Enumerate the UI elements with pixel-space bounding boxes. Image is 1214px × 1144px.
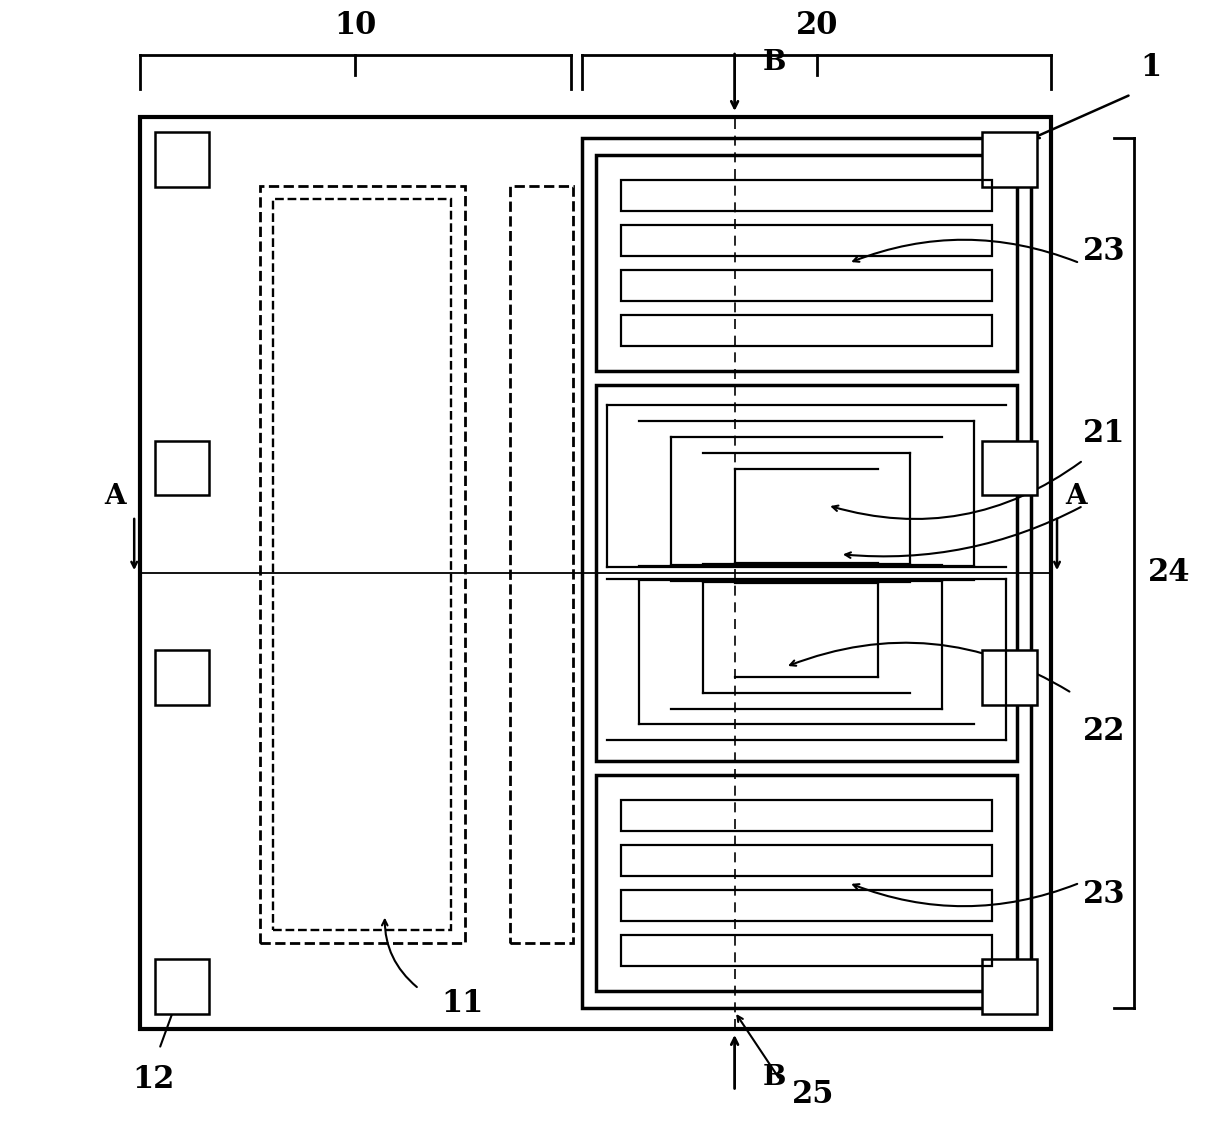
Text: 10: 10 — [334, 10, 376, 41]
Bar — [140, 117, 1051, 1028]
Bar — [982, 959, 1037, 1014]
Bar — [260, 185, 465, 944]
Bar — [620, 800, 992, 831]
Text: 20: 20 — [795, 10, 838, 41]
Bar — [273, 199, 450, 930]
Text: 22: 22 — [1083, 716, 1125, 747]
Text: A: A — [1066, 483, 1088, 510]
Bar — [596, 386, 1017, 761]
Text: B: B — [764, 1064, 787, 1091]
Bar — [620, 270, 992, 301]
Bar — [154, 651, 209, 705]
Bar — [620, 935, 992, 966]
Bar — [154, 440, 209, 495]
Bar — [620, 225, 992, 256]
Bar — [620, 890, 992, 921]
Bar — [982, 132, 1037, 186]
Text: 12: 12 — [132, 1064, 175, 1095]
Bar — [154, 132, 209, 186]
Bar — [982, 440, 1037, 495]
Bar — [620, 844, 992, 876]
Text: 25: 25 — [792, 1079, 834, 1111]
Text: 11: 11 — [442, 988, 484, 1019]
Text: B: B — [764, 49, 787, 76]
Bar — [620, 180, 992, 212]
Bar — [154, 959, 209, 1014]
Text: 23: 23 — [1083, 879, 1125, 909]
Bar — [510, 185, 573, 944]
Text: 1: 1 — [1140, 53, 1162, 84]
Bar — [582, 137, 1031, 1008]
Bar — [596, 154, 1017, 372]
Text: A: A — [104, 483, 125, 510]
Text: 24: 24 — [1148, 557, 1191, 588]
Bar — [596, 774, 1017, 991]
Text: 23: 23 — [1083, 236, 1125, 268]
Bar — [982, 651, 1037, 705]
Bar — [620, 315, 992, 347]
Text: 21: 21 — [1083, 418, 1125, 448]
